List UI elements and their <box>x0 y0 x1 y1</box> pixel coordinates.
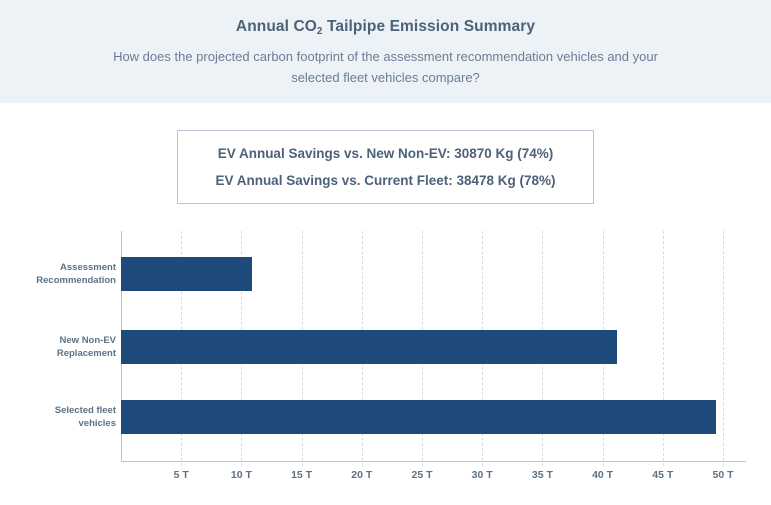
bar-new-non-ev-replacement[interactable] <box>121 330 618 364</box>
category-label-assessment-recommendation: Assessment Recommendation <box>0 261 116 287</box>
category-label-selected-fleet-vehicles: Selected fleet vehicles <box>0 404 116 430</box>
gridline-45T <box>662 231 664 466</box>
chart-header-band: Annual CO2 Tailpipe Emission Summary How… <box>0 0 771 103</box>
page-title-prefix: Annual CO <box>235 18 317 35</box>
category-label-line: vehicles <box>78 418 117 429</box>
savings-callout-box: EV Annual Savings vs. New Non-EV: 30870 … <box>177 130 594 204</box>
page-title-suffix: Tailpipe Emission Summary <box>322 18 536 35</box>
x-tick-label: 15 T <box>291 469 313 481</box>
x-tick-label: 10 T <box>230 469 252 481</box>
category-label-line: Recommendation <box>36 275 116 286</box>
x-tick-label: 35 T <box>531 469 553 481</box>
x-tick-label: 20 T <box>351 469 373 481</box>
category-label-line: Assessment <box>60 262 116 273</box>
savings-line-current-fleet: EV Annual Savings vs. Current Fleet: 384… <box>215 173 556 188</box>
category-label-line: New Non-EV <box>59 335 116 346</box>
x-tick-label: 45 T <box>652 469 674 481</box>
bar-selected-fleet-vehicles[interactable] <box>121 400 716 434</box>
gridline-50T <box>723 231 724 466</box>
x-tick-label: 50 T <box>712 469 734 481</box>
page-subtitle: How does the projected carbon footprint … <box>113 49 658 85</box>
x-tick-label: 30 T <box>471 469 493 481</box>
x-tick-label: 40 T <box>592 469 614 481</box>
savings-line-new-non-ev: EV Annual Savings vs. New Non-EV: 30870 … <box>217 146 554 161</box>
x-tick-label: 25 T <box>411 469 433 481</box>
category-label-new-non-ev-replacement: New Non-EV Replacement <box>0 334 116 360</box>
category-label-line: Replacement <box>56 348 116 359</box>
x-axis-line <box>121 461 746 462</box>
page-title-subscript: 2 <box>316 26 323 37</box>
page-title: Annual CO2 Tailpipe Emission Summary <box>0 18 771 37</box>
category-label-line: Selected fleet <box>54 405 116 416</box>
bar-assessment-recommendation[interactable] <box>121 257 253 291</box>
x-tick-label: 5 T <box>173 469 189 481</box>
